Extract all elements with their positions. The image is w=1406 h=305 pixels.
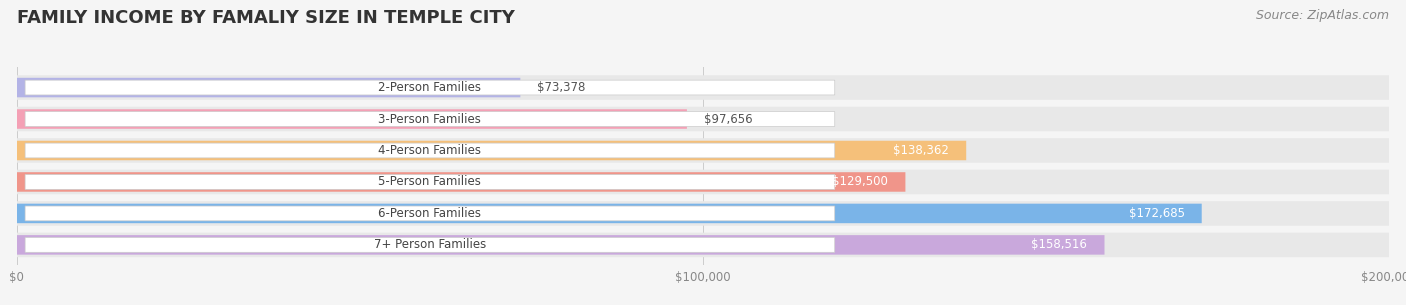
Text: $73,378: $73,378	[537, 81, 586, 94]
FancyBboxPatch shape	[25, 206, 835, 221]
FancyBboxPatch shape	[25, 238, 835, 252]
Text: $172,685: $172,685	[1129, 207, 1185, 220]
FancyBboxPatch shape	[17, 78, 520, 97]
Text: Source: ZipAtlas.com: Source: ZipAtlas.com	[1256, 9, 1389, 22]
FancyBboxPatch shape	[17, 138, 1389, 163]
Text: $158,516: $158,516	[1032, 239, 1087, 251]
Text: 7+ Person Families: 7+ Person Families	[374, 239, 486, 251]
FancyBboxPatch shape	[17, 109, 688, 129]
Text: 4-Person Families: 4-Person Families	[378, 144, 481, 157]
FancyBboxPatch shape	[17, 201, 1389, 226]
FancyBboxPatch shape	[17, 75, 1389, 100]
Text: 6-Person Families: 6-Person Families	[378, 207, 481, 220]
FancyBboxPatch shape	[25, 112, 835, 126]
FancyBboxPatch shape	[17, 141, 966, 160]
FancyBboxPatch shape	[17, 235, 1105, 255]
FancyBboxPatch shape	[17, 107, 1389, 131]
Text: FAMILY INCOME BY FAMALIY SIZE IN TEMPLE CITY: FAMILY INCOME BY FAMALIY SIZE IN TEMPLE …	[17, 9, 515, 27]
FancyBboxPatch shape	[25, 80, 835, 95]
FancyBboxPatch shape	[17, 172, 905, 192]
FancyBboxPatch shape	[17, 170, 1389, 194]
FancyBboxPatch shape	[25, 174, 835, 189]
FancyBboxPatch shape	[17, 233, 1389, 257]
Text: $138,362: $138,362	[893, 144, 949, 157]
Text: 3-Person Families: 3-Person Families	[378, 113, 481, 126]
FancyBboxPatch shape	[25, 143, 835, 158]
FancyBboxPatch shape	[17, 204, 1202, 223]
Text: 2-Person Families: 2-Person Families	[378, 81, 481, 94]
Text: 5-Person Families: 5-Person Families	[378, 175, 481, 188]
Text: $129,500: $129,500	[832, 175, 889, 188]
Text: $97,656: $97,656	[704, 113, 752, 126]
